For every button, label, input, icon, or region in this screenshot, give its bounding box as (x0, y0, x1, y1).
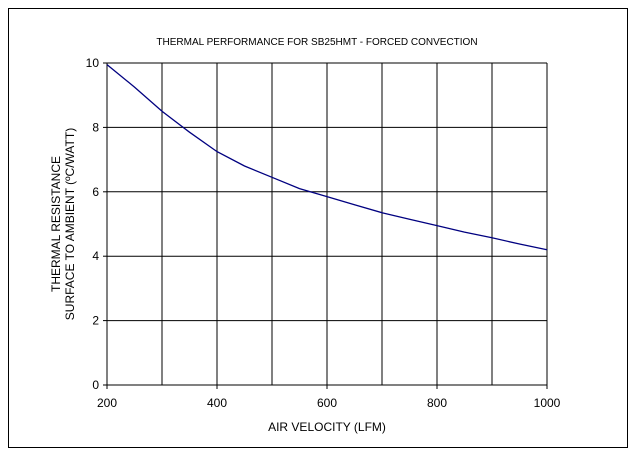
y-tick-label: 4 (92, 249, 99, 263)
x-tick-label: 200 (97, 396, 117, 410)
y-tick-label: 0 (92, 378, 99, 392)
y-tick-label: 6 (92, 185, 99, 199)
y-tick-label: 10 (86, 56, 100, 70)
x-tick-label: 800 (427, 396, 447, 410)
chart-frame (8, 8, 628, 448)
chart-title: THERMAL PERFORMANCE FOR SB25HMT - FORCED… (156, 37, 477, 48)
grid (106, 62, 548, 386)
y-axis-title-line-1: THERMAL RESISTANCE (49, 156, 63, 292)
tick-labels: 0 2 4 6 8 10 200 400 600 800 1000 (86, 56, 561, 410)
x-tick-label: 600 (317, 396, 337, 410)
y-tick-label: 8 (92, 120, 99, 134)
series-layer (106, 64, 548, 251)
series-line (106, 64, 548, 251)
x-axis-title: AIR VELOCITY (LFM) (268, 420, 386, 434)
x-tick-label: 400 (207, 396, 227, 410)
x-tick-label: 1000 (534, 396, 561, 410)
y-axis-title-line-2: SURFACE TO AMBIENT (ºC/WATT) (63, 128, 77, 320)
axes (103, 62, 548, 389)
y-tick-label: 2 (92, 314, 99, 328)
y-axis-title: THERMAL RESISTANCE SURFACE TO AMBIENT (º… (49, 128, 77, 320)
